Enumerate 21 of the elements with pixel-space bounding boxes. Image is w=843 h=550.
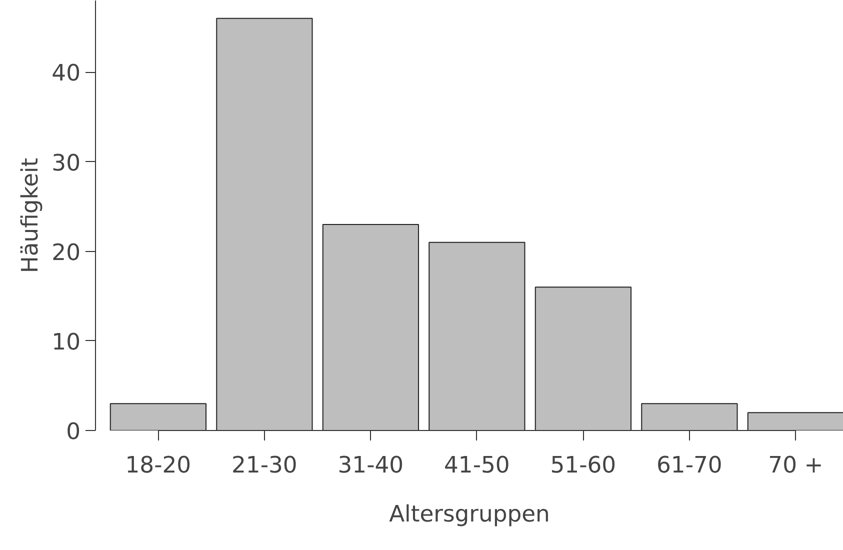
y-tick-label: 30 [52, 150, 81, 176]
x-axis-title: Altersgruppen [389, 502, 550, 528]
x-tick-label: 31-40 [338, 452, 404, 478]
bar [747, 412, 843, 430]
x-tick-label: 61-70 [656, 452, 722, 478]
bar [428, 242, 526, 430]
y-tick-label: 40 [52, 60, 81, 87]
bar [322, 224, 419, 430]
x-tick-label: 41-50 [444, 452, 510, 478]
x-tick-label: 21-30 [232, 452, 298, 478]
x-tick-label: 70 + [768, 452, 824, 478]
bar [110, 403, 206, 430]
x-tick-label: 18-20 [125, 452, 192, 478]
y-tick-label: 20 [52, 240, 81, 266]
x-tick-label: 51-60 [550, 452, 616, 478]
bar [216, 18, 313, 430]
bar [641, 403, 738, 430]
bar [534, 286, 632, 430]
y-tick-label: 10 [52, 329, 81, 356]
y-tick-label: 0 [66, 419, 81, 445]
y-axis-title: Häufigkeit [18, 158, 44, 274]
